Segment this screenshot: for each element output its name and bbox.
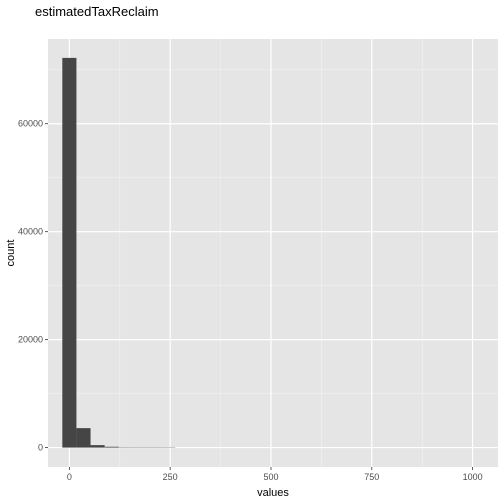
x-tick-label: 250 — [163, 472, 178, 482]
plot-panel — [48, 39, 498, 467]
chart-title: estimatedTaxReclaim — [35, 4, 159, 19]
x-axis-title: values — [257, 487, 289, 499]
y-tick-label: 60000 — [18, 119, 43, 129]
histogram-bars — [62, 57, 176, 448]
histogram-bar — [76, 428, 91, 448]
y-axis-title: count — [5, 240, 17, 267]
histogram-bar — [90, 445, 105, 448]
y-axis: 0 20000 40000 60000 — [18, 119, 48, 453]
histogram-bar — [104, 446, 119, 448]
x-tick-label: 750 — [364, 472, 379, 482]
y-tick-label: 20000 — [18, 335, 43, 345]
x-tick-label: 0 — [67, 472, 72, 482]
x-tick-label: 1000 — [463, 472, 483, 482]
x-axis: 0 250 500 750 1000 — [67, 467, 483, 482]
y-tick-label: 40000 — [18, 227, 43, 237]
y-tick-label: 0 — [38, 443, 43, 453]
minor-gridlines — [48, 39, 498, 467]
histogram-bar — [62, 57, 77, 448]
x-tick-label: 500 — [263, 472, 278, 482]
